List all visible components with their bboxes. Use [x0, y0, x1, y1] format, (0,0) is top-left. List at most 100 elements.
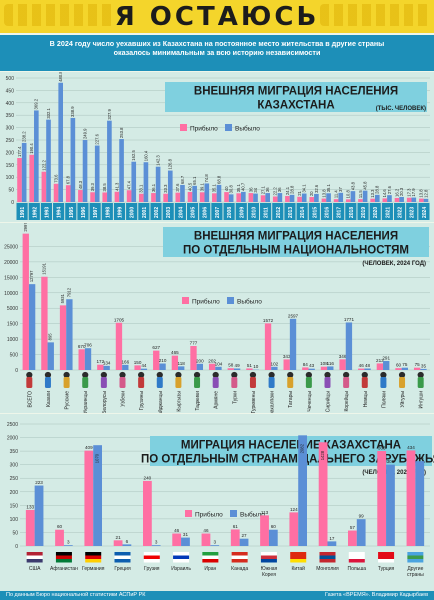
- countries-legend-arrived-label: Прибыло: [195, 511, 223, 519]
- nationalities-value-label: 15191: [41, 262, 46, 274]
- nationalities-value-label: 1572: [263, 318, 274, 323]
- nationalities-bar-arrived: [208, 363, 216, 370]
- countries-bar-arrived: [201, 533, 211, 546]
- countries-value-label: 27: [241, 533, 247, 538]
- nationality-figure-body: [399, 377, 406, 388]
- countries-value-label: 1070: [95, 453, 100, 463]
- yearly-xtick-label: 2015: [312, 207, 318, 218]
- country-flag-stripe: [231, 559, 248, 563]
- country-flag-stripe: [85, 552, 102, 556]
- countries-value-label: 124: [290, 507, 298, 512]
- nationalities-value-label: 627: [152, 345, 160, 350]
- nationality-figure-body: [82, 377, 89, 388]
- country-flag-stripe: [348, 559, 365, 563]
- nationalities-xtick-label: Туркмены: [251, 391, 257, 413]
- yearly-bar-arrived: [419, 198, 424, 202]
- nationalities-bar-departed: [383, 361, 390, 370]
- yearly-bar-departed: [82, 140, 88, 202]
- yearly-bar-departed: [314, 193, 319, 202]
- nationalities-xtick-label: Немцы: [363, 391, 369, 408]
- nationality-figure-body: [26, 377, 33, 388]
- yearly-bar-departed: [387, 195, 392, 202]
- country-flag-stripe: [173, 559, 190, 563]
- country-flag-stripe: [114, 555, 131, 559]
- nationalities-xtick-label: Грузины: [139, 391, 145, 410]
- yearly-xtick-label: 2006: [203, 207, 209, 218]
- yearly-value-label: 35.1: [326, 183, 331, 192]
- country-flag-stripe: [26, 552, 43, 556]
- yearly-xtick-label: 2005: [191, 207, 197, 218]
- yearly-xtick-label: 1991: [20, 207, 26, 218]
- yearly-value-label: 13.8: [419, 189, 424, 198]
- nationalities-bar-arrived: [302, 367, 309, 370]
- yearly-year-cell: [211, 203, 223, 220]
- nationalities-bar-departed: [420, 368, 427, 370]
- yearly-ytick-label: 50: [8, 188, 14, 194]
- yearly-bar-departed: [326, 193, 331, 202]
- yearly-year-cell: [247, 203, 260, 220]
- nationalities-value-label: 7912: [66, 287, 71, 297]
- nationalities-xtick-label: Уйгуры: [399, 391, 406, 408]
- nationalities-ytick-label: 15000: [4, 275, 18, 281]
- nationality-figure-head: [231, 371, 238, 379]
- nationalities-ytick-label: 1500: [7, 322, 18, 328]
- yearly-year-cell: [296, 203, 308, 220]
- yearly-value-label: 12.8: [423, 189, 428, 198]
- yearly-xtick-label: 2007: [215, 207, 221, 218]
- nationalities-value-label: 706: [84, 343, 92, 348]
- countries-bar-departed: [268, 529, 278, 546]
- nationalities-value-label: 1771: [344, 317, 355, 322]
- countries-value-label: 57: [350, 525, 356, 530]
- yearly-value-label: 20: [309, 191, 314, 196]
- yearly-bar-departed: [119, 139, 124, 202]
- nationalities-value-label: 49: [235, 363, 241, 368]
- country-flag-stripe: [260, 559, 277, 563]
- countries-xtick-label: Турция: [378, 566, 395, 572]
- countries-bar-departed: [298, 435, 307, 546]
- countries-xtick-label: Грузия: [144, 566, 160, 572]
- yearly-value-label: 65.1: [192, 176, 197, 185]
- nationality-figure-body: [119, 377, 126, 388]
- nationalities-xtick-label: Казахи: [46, 391, 52, 407]
- yearly-value-label: 249.9: [82, 128, 87, 139]
- yearly-xtick-label: 1993: [44, 207, 50, 218]
- nationalities-xtick-label: Узбеки: [121, 391, 127, 407]
- nationalities-value-label: 102: [271, 361, 279, 366]
- countries-bar-departed: [386, 464, 395, 546]
- yearly-ytick-label: 400: [6, 101, 15, 107]
- countries-xtick-label: Другие: [407, 566, 423, 572]
- yearly-year-cell: [406, 203, 418, 220]
- yearly-value-label: 238.2: [22, 131, 27, 142]
- yearly-bar-departed: [228, 194, 234, 202]
- nationalities-heading-line-2: ПО ОТДЕЛЬНЫМ НАЦИОНАЛЬНОСТЯМ: [183, 244, 409, 256]
- yearly-year-cell: [333, 203, 345, 220]
- countries-bar-departed: [415, 461, 425, 546]
- yearly-value-label: 39.1: [200, 182, 205, 191]
- yearly-value-label: 37: [338, 186, 343, 191]
- yearly-bar-departed: [350, 191, 356, 202]
- yearly-value-label: 327.9: [107, 109, 112, 120]
- nationality-figure-body: [249, 377, 256, 388]
- yearly-value-label: 40.7: [241, 182, 246, 191]
- countries-bar-arrived: [143, 480, 152, 546]
- yearly-bar-arrived: [236, 193, 242, 202]
- yearly-value-label: 30.8: [229, 185, 234, 194]
- nationalities-value-label: 29971: [23, 223, 28, 232]
- countries-value-label: 434: [407, 445, 415, 450]
- yearly-value-label: 45.8: [362, 181, 367, 190]
- yearly-value-label: 126.8: [168, 158, 173, 169]
- nationality-figure-head: [100, 371, 107, 379]
- ornament-left: [4, 4, 114, 26]
- countries-xtick-label: Китай: [291, 565, 305, 572]
- countries-bar-arrived: [113, 540, 123, 546]
- yearly-value-label: 36: [248, 187, 253, 192]
- nationality-figure-body: [361, 377, 368, 388]
- nationalities-value-label: 1705: [114, 317, 125, 322]
- nationalities-value-label: 116: [327, 361, 335, 366]
- yearly-value-label: 24.1: [285, 186, 290, 195]
- nationalities-heading-line-1: ВНЕШНЯЯ МИГРАЦИЯ НАСЕЛЕНИЯ: [194, 231, 398, 243]
- yearly-bar-departed: [411, 197, 417, 202]
- yearly-legend-departed-label: Выбыло: [235, 125, 260, 133]
- nationalities-value-label: 84: [303, 362, 309, 367]
